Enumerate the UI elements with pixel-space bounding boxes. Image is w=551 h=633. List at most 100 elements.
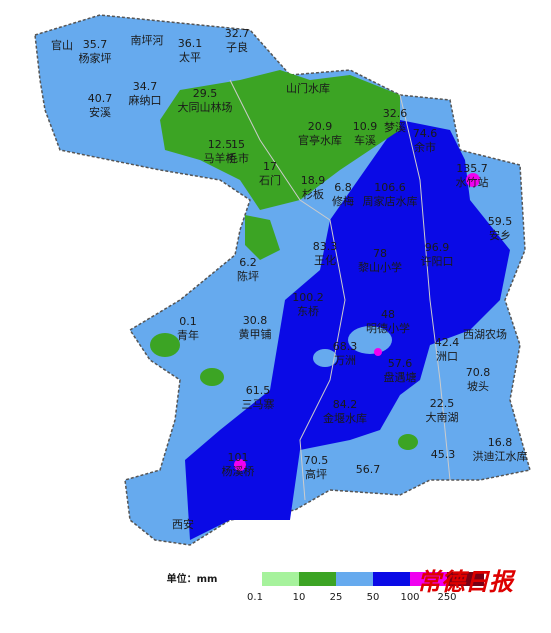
station-name: 杉板	[302, 187, 324, 201]
station-value: 16.8	[488, 436, 513, 449]
station-name: 黎山小学	[358, 260, 402, 274]
station-name: 万洲	[334, 354, 356, 367]
station-value: 59.5	[488, 215, 513, 228]
station-name: 水竹站	[456, 175, 489, 189]
station-value: 34.7	[133, 80, 158, 93]
station-value: 70.5	[304, 454, 329, 467]
station-value: 32.6	[383, 107, 408, 120]
station-name: 官亭水库	[298, 133, 342, 147]
light-rain-area	[200, 368, 224, 386]
station-value: 42.4	[435, 336, 460, 349]
station-value: 61.5	[246, 384, 271, 397]
legend: 0.1 10 25 50 100 250	[247, 572, 484, 603]
station-name: 高坪	[305, 467, 327, 481]
legend-swatch	[336, 572, 373, 586]
station-value: 0.1	[179, 315, 197, 328]
station-value: 10.9	[353, 120, 378, 133]
station-value: 35.7	[83, 38, 108, 51]
medium-area	[425, 387, 465, 423]
station-name: 东桥	[297, 305, 319, 318]
station-value: 17	[263, 160, 277, 173]
legend-swatch	[262, 572, 299, 586]
station-name: 麻纳口	[129, 93, 162, 107]
station-name: 大同山林场	[178, 100, 233, 114]
station-name: 安溪	[89, 105, 111, 119]
station-name: 车溪	[354, 133, 376, 147]
station-name: 洲口	[436, 350, 458, 363]
station-name: 黄甲铺	[239, 327, 272, 341]
station-value: 101	[228, 451, 249, 464]
station-value: 96.9	[425, 241, 450, 254]
station-name: 青年	[177, 328, 199, 342]
station-value: 18.9	[301, 174, 326, 187]
light-rain-area	[398, 434, 418, 450]
medium-area	[313, 349, 337, 367]
station-name: 三马寨	[242, 397, 275, 411]
legend-tick: 50	[367, 592, 380, 603]
station-name: 子良	[226, 40, 248, 54]
station-value: 100.2	[292, 291, 324, 304]
station-name: 余市	[414, 140, 436, 154]
station-name: 毛市	[227, 151, 249, 165]
station-value: 22.5	[430, 397, 455, 410]
station-value: 106.6	[374, 181, 406, 194]
station-name: 洪迪江水库	[473, 449, 528, 463]
station-value: 29.5	[193, 87, 218, 100]
station-name: 王化	[314, 253, 336, 267]
legend-tick: 100	[400, 592, 419, 603]
legend-swatch	[373, 572, 410, 586]
station-value: 40.7	[88, 92, 113, 105]
station-value: 68.3	[333, 340, 358, 353]
station-value: 15	[231, 138, 245, 151]
station-value: 56.7	[356, 463, 381, 476]
rainstorm-spot	[234, 459, 246, 471]
station-value: 45.3	[431, 448, 456, 461]
station-value: 20.9	[308, 120, 333, 133]
station-name: 明德小学	[366, 321, 410, 335]
station-value: 78	[373, 247, 387, 260]
station-name: 陈坪	[237, 269, 259, 283]
station-value: 57.6	[388, 357, 413, 370]
station-value: 83.3	[313, 240, 338, 253]
station-name: 大南湖	[426, 410, 459, 424]
light-rain-area	[245, 215, 280, 260]
station-value: 6.8	[334, 181, 352, 194]
station-value: 84.2	[333, 398, 358, 411]
station-name: 安乡	[489, 228, 511, 242]
station-name: 马羊桥	[204, 151, 237, 165]
station-name: 许阳口	[421, 255, 454, 268]
station-value: 12.5	[208, 138, 233, 151]
place-name: 山门水库	[286, 81, 330, 95]
place-name: 南坪河	[131, 34, 164, 47]
county-border	[399, 94, 451, 481]
legend-tick: 250	[437, 592, 456, 603]
station-value: 70.8	[466, 366, 491, 379]
station-value: 6.2	[239, 256, 257, 269]
station-name: 杨溪桥	[222, 464, 255, 478]
station-value: 135.7	[456, 162, 488, 175]
heavy-rain-area	[185, 120, 510, 540]
light-rain-area	[160, 70, 400, 210]
station-name: 周家店水库	[363, 194, 418, 208]
light-rain-area	[150, 333, 180, 357]
county-border	[229, 79, 346, 501]
legend-unit: 单位：mm	[167, 572, 218, 585]
station-value: 30.8	[243, 314, 268, 327]
station-value: 32.7	[225, 27, 250, 40]
legend-swatch	[410, 572, 447, 586]
station-value: 48	[381, 308, 395, 321]
station-name: 太平	[179, 51, 201, 64]
medium-area	[50, 60, 100, 90]
station-name: 梦溪	[384, 121, 406, 134]
legend-tick: 0.1	[247, 592, 263, 603]
medium-area	[348, 326, 392, 354]
station-value: 74.6	[413, 127, 438, 140]
station-name: 杨家坪	[79, 51, 112, 65]
place-name: 西湖农场	[463, 327, 507, 341]
legend-swatch	[299, 572, 336, 586]
rainstorm-spot	[466, 173, 480, 187]
station-value: 36.1	[178, 37, 203, 50]
legend-swatch	[447, 572, 484, 586]
legend-tick: 25	[330, 592, 343, 603]
